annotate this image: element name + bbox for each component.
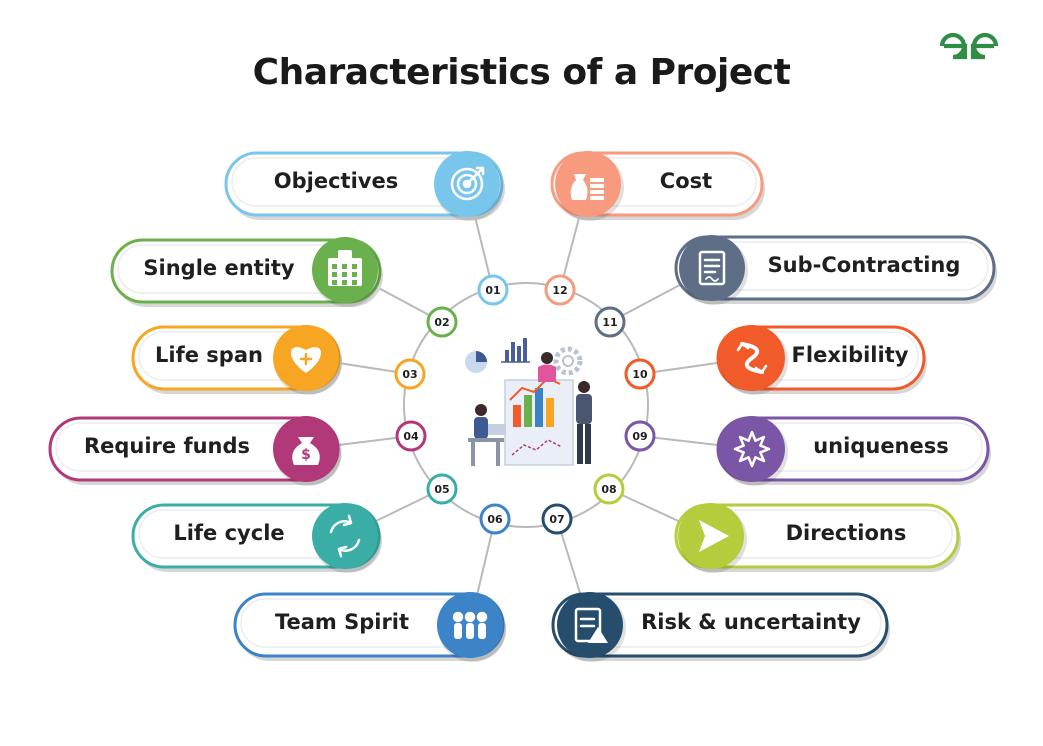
contract-document-icon	[679, 235, 748, 305]
number-label: 08	[601, 483, 616, 496]
characteristic-10	[639, 325, 927, 395]
number-label: 05	[434, 483, 449, 496]
svg-text:$: $	[301, 447, 311, 463]
number-label: 02	[434, 316, 449, 329]
number-node-06: 06	[479, 503, 511, 535]
label-cost: Cost	[659, 169, 713, 193]
number-label: 06	[487, 513, 503, 526]
center-illustration	[465, 338, 592, 466]
number-node-08: 08	[593, 473, 625, 505]
characteristic-09	[639, 416, 991, 486]
number-label: 09	[632, 430, 647, 443]
characteristic-08	[608, 488, 961, 573]
cost-money-icon	[555, 151, 624, 221]
number-node-02: 02	[426, 306, 458, 338]
direction-arrow-icon	[678, 503, 747, 573]
cycle-arrows-icon	[312, 503, 381, 573]
label-single-entity: Single entity	[143, 256, 295, 280]
label-life-span: Life span	[155, 343, 263, 367]
heart-plus-icon	[273, 325, 342, 395]
characteristic-03	[131, 325, 411, 395]
number-label: 04	[403, 430, 419, 443]
number-node-11: 11	[594, 306, 626, 338]
number-node-03: 03	[394, 358, 426, 390]
label-risk-uncertainty: Risk & uncertainty	[641, 610, 861, 634]
number-label: 11	[602, 316, 617, 329]
page-title: Characteristics of a Project	[252, 52, 791, 93]
label-team-spirit: Team Spirit	[274, 610, 410, 634]
target-icon	[434, 151, 503, 221]
characteristic-11	[609, 235, 997, 323]
number-node-10: 10	[624, 358, 656, 390]
characteristic-02	[110, 237, 443, 323]
team-icon	[437, 592, 506, 662]
number-label: 03	[402, 368, 417, 381]
risk-clipboard-icon	[557, 592, 626, 662]
gfg-logo	[939, 32, 999, 60]
money-bag-icon: $	[273, 416, 342, 486]
number-node-04: 04	[395, 420, 427, 452]
characteristic-04: $	[48, 416, 412, 486]
characteristic-07	[551, 518, 890, 662]
label-require-funds: Require funds	[83, 434, 251, 458]
label-flexibility: Flexibility	[791, 343, 909, 367]
characteristic-06	[233, 518, 506, 662]
characteristic-05	[131, 488, 443, 573]
star-burst-icon	[719, 416, 788, 486]
label-directions: Directions	[785, 521, 907, 545]
characteristic-12	[550, 151, 765, 291]
number-label: 12	[552, 284, 567, 297]
label-uniqueness: uniqueness	[813, 434, 949, 458]
number-node-12: 12	[544, 274, 576, 306]
number-node-05: 05	[426, 473, 458, 505]
number-label: 01	[485, 284, 500, 297]
label-life-cycle: Life cycle	[173, 521, 285, 545]
number-node-09: 09	[624, 420, 656, 452]
number-label: 07	[549, 513, 564, 526]
characteristic-01	[224, 151, 505, 291]
number-node-07: 07	[541, 503, 573, 535]
label-objectives: Objectives	[273, 169, 399, 193]
building-icon	[312, 237, 381, 307]
label-sub-contracting: Sub-Contracting	[767, 253, 961, 277]
flex-arrows-icon	[719, 325, 788, 395]
number-label: 10	[632, 368, 648, 381]
number-node-01: 01	[477, 274, 509, 306]
